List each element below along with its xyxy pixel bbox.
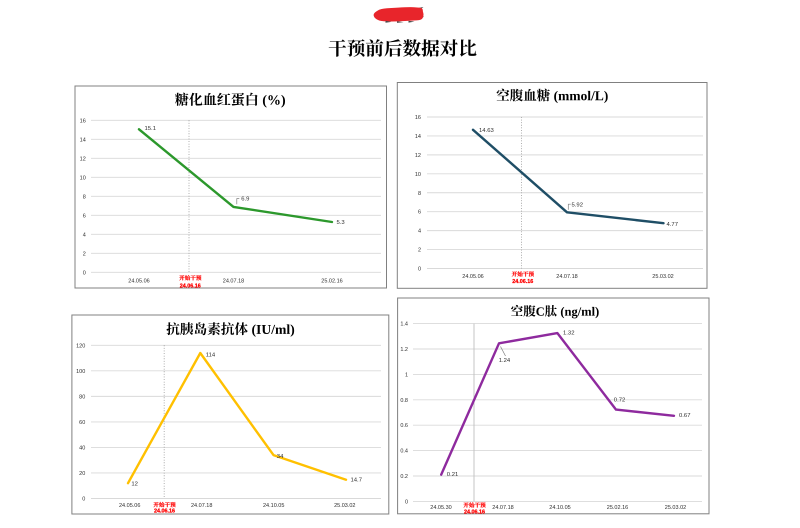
svg-text:0: 0 (405, 499, 408, 505)
svg-text:0.4: 0.4 (400, 449, 408, 455)
svg-text:34: 34 (277, 454, 284, 460)
svg-text:80: 80 (79, 394, 85, 400)
svg-text:14: 14 (80, 137, 86, 143)
svg-text:6: 6 (418, 210, 421, 216)
svg-text:4: 4 (83, 232, 86, 238)
svg-text:8: 8 (418, 191, 421, 197)
svg-text:24.05.06: 24.05.06 (462, 274, 483, 280)
svg-text:24.05.06: 24.05.06 (128, 279, 149, 285)
svg-text:25.02.16: 25.02.16 (321, 279, 342, 285)
svg-text:25.03.02: 25.03.02 (334, 503, 355, 509)
svg-text:4: 4 (418, 229, 421, 235)
svg-text:0.8: 0.8 (400, 398, 408, 404)
svg-text:114: 114 (206, 352, 216, 358)
svg-text:6.9: 6.9 (241, 197, 249, 203)
svg-text:14: 14 (415, 134, 421, 140)
svg-text:40: 40 (79, 445, 85, 451)
svg-text:24.06.16: 24.06.16 (464, 509, 485, 515)
svg-text:60: 60 (79, 420, 85, 426)
svg-text:24.07.18: 24.07.18 (492, 505, 513, 511)
svg-text:12: 12 (80, 156, 86, 162)
svg-text:24.10.05: 24.10.05 (263, 503, 284, 509)
svg-text:24.06.16: 24.06.16 (154, 508, 175, 514)
svg-text:8: 8 (83, 194, 86, 200)
svg-text:10: 10 (80, 175, 86, 181)
svg-text:1.2: 1.2 (400, 347, 408, 353)
svg-text:24.05.06: 24.05.06 (119, 503, 140, 509)
svg-text:25.03.02: 25.03.02 (652, 274, 673, 280)
svg-text:5.3: 5.3 (337, 220, 346, 226)
svg-text:0: 0 (83, 270, 86, 276)
svg-text:24.07.18: 24.07.18 (556, 274, 577, 280)
svg-text:24.07.18: 24.07.18 (191, 503, 212, 509)
svg-text:0.21: 0.21 (447, 472, 458, 478)
svg-text:16: 16 (415, 115, 421, 121)
svg-text:0: 0 (418, 267, 421, 273)
svg-text:15.1: 15.1 (145, 126, 156, 132)
svg-text:12: 12 (131, 482, 138, 488)
svg-text:12: 12 (415, 153, 421, 159)
svg-text:5.92: 5.92 (572, 202, 583, 208)
svg-text:2: 2 (418, 248, 421, 254)
svg-text:1.32: 1.32 (563, 331, 574, 337)
svg-text:4.77: 4.77 (667, 222, 678, 228)
svg-text:6: 6 (83, 213, 86, 219)
svg-text:0.6: 0.6 (400, 423, 408, 429)
svg-text:24.06.16: 24.06.16 (180, 284, 201, 290)
svg-text:14.63: 14.63 (479, 128, 494, 134)
svg-text:0.67: 0.67 (679, 413, 690, 419)
svg-text:120: 120 (76, 343, 85, 349)
svg-text:0.2: 0.2 (400, 474, 408, 480)
svg-text:16: 16 (80, 118, 86, 124)
svg-text:1.4: 1.4 (400, 322, 408, 328)
svg-text:20: 20 (79, 471, 85, 477)
svg-text:25.03.02: 25.03.02 (665, 505, 686, 511)
svg-text:1.24: 1.24 (499, 358, 511, 364)
svg-text:100: 100 (76, 369, 85, 375)
svg-text:14.7: 14.7 (351, 477, 362, 483)
svg-text:2: 2 (83, 251, 86, 257)
svg-text:10: 10 (415, 172, 421, 178)
svg-text:24.05.30: 24.05.30 (430, 505, 451, 511)
svg-text:24.06.16: 24.06.16 (512, 279, 533, 285)
svg-text:25.02.16: 25.02.16 (607, 505, 628, 511)
svg-text:0.72: 0.72 (614, 397, 625, 403)
svg-text:24.10.05: 24.10.05 (549, 505, 570, 511)
svg-text:1: 1 (405, 372, 408, 378)
svg-text:0: 0 (82, 497, 85, 503)
svg-text:24.07.18: 24.07.18 (223, 279, 244, 285)
